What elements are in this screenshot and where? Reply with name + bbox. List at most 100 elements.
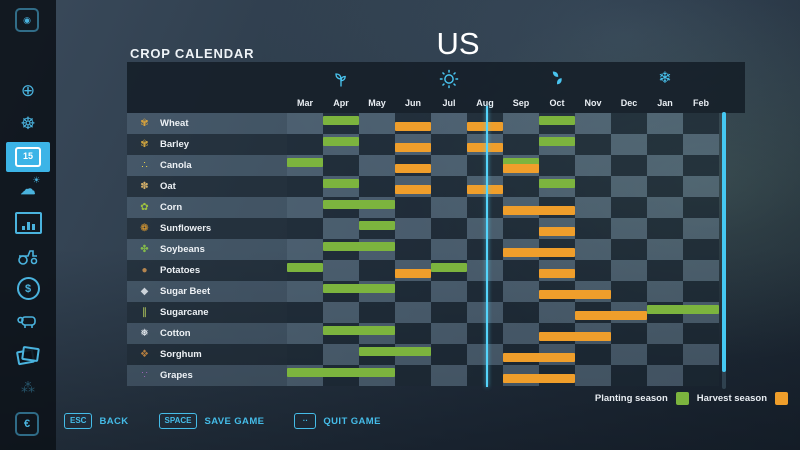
map-name: US: [436, 26, 480, 61]
crop-row: ❁ Sunflowers: [127, 218, 745, 239]
crop-months: [287, 365, 719, 386]
crop-name: Grapes: [160, 370, 193, 381]
calendar-cell: [683, 218, 719, 239]
harvest-bar: [467, 185, 503, 194]
calendar-cell: [611, 323, 647, 344]
calendar-cell: [359, 134, 395, 155]
crop-name-cell: ❖ Sorghum: [127, 344, 287, 365]
calendar-cell: [503, 323, 539, 344]
canola-icon: ∴: [141, 159, 148, 171]
crop-name-cell: ✾ Wheat: [127, 113, 287, 134]
crop-row: ✤ Soybeans: [127, 239, 745, 260]
weather-icon: ☀ ☁: [20, 175, 41, 198]
sidebar: ◉ ⊕ ☸ 15 ☀ ☁ $: [0, 0, 56, 450]
legend: Planting season Harvest season: [595, 392, 788, 405]
globe-icon: ⊕: [20, 80, 36, 100]
calendar-cell: [287, 134, 323, 155]
back-button[interactable]: ESC BACK: [64, 413, 129, 429]
sidebar-item-animals[interactable]: [0, 305, 56, 338]
crop-months: [287, 218, 719, 239]
quit-game-button[interactable]: ·· QUIT GAME: [294, 413, 380, 429]
plant-bar: [323, 116, 359, 125]
calendar-cell: [359, 113, 395, 134]
page-title: CROP CALENDAR: [130, 46, 255, 61]
plant-bar: [323, 179, 359, 188]
calendar-cell: [431, 134, 467, 155]
calendar-cell: [683, 176, 719, 197]
calendar-cell: [683, 281, 719, 302]
crop-name-cell: ❅ Cotton: [127, 323, 287, 344]
crop-table-body: ✾ Wheat ✾ Barley ∴ Canola ✽ Oat ✿ Corn ❁ Sunflowers…: [127, 113, 745, 386]
tractor-icon: [18, 249, 38, 265]
button-label: SAVE GAME: [204, 415, 265, 427]
calendar-cell: [575, 365, 611, 386]
harvest-bar: [503, 374, 575, 383]
calendar-cell: [575, 260, 611, 281]
calendar-cell: [683, 344, 719, 365]
sidebar-item-weather[interactable]: ☀ ☁: [0, 173, 56, 206]
calendar-cell: [359, 155, 395, 176]
sidebar-item-multiplayer[interactable]: ⁂: [0, 371, 56, 404]
calendar-cell: [611, 218, 647, 239]
harvest-bar: [503, 164, 539, 173]
calendar-cell: [683, 365, 719, 386]
plant-bar: [539, 179, 575, 188]
calendar-cell: [395, 197, 431, 218]
footer-buttons: ESC BACK SPACE SAVE GAME ·· QUIT GAME: [64, 413, 381, 429]
month-label: Aug: [476, 98, 494, 108]
crop-row: ❖ Sorghum: [127, 344, 745, 365]
soybean-icon: ✤: [140, 243, 149, 255]
sidebar-item-finances[interactable]: $: [0, 272, 56, 305]
calendar-cell: [287, 323, 323, 344]
sidebar-currency-tab[interactable]: €: [15, 412, 39, 436]
calendar-cell: [395, 218, 431, 239]
potato-icon: ●: [141, 264, 148, 276]
harvest-bar: [575, 311, 647, 320]
month-label: Oct: [549, 98, 565, 108]
save-game-button[interactable]: SPACE SAVE GAME: [158, 413, 265, 429]
crop-name: Sugarcane: [160, 307, 209, 318]
scrollbar-thumb[interactable]: [722, 112, 726, 373]
crop-name: Sugar Beet: [160, 286, 211, 297]
calendar-cell: [647, 155, 683, 176]
calendar-cell: [503, 218, 539, 239]
calendar-cell: [467, 365, 503, 386]
harvest-bar: [503, 353, 575, 362]
crop-row: ✾ Barley: [127, 134, 745, 155]
calendar-cell: [683, 239, 719, 260]
crop-months: [287, 197, 719, 218]
calendar-cell: [323, 218, 359, 239]
scrollbar[interactable]: [722, 112, 726, 389]
crop-name-cell: ✽ Oat: [127, 176, 287, 197]
month-label: Nov: [584, 98, 602, 108]
month-row: Mar Apr May Jun Jul Aug Sep Oct Nov Dec Jan Feb: [287, 95, 719, 112]
sidebar-top-tab[interactable]: ◉: [15, 8, 39, 32]
calendar-cell: [611, 260, 647, 281]
plant-bar: [539, 137, 575, 146]
calendar-cell: [467, 239, 503, 260]
crop-name-cell: ❁ Sunflowers: [127, 218, 287, 239]
calendar-cell: [359, 176, 395, 197]
crop-name-cell: ∴ Canola: [127, 155, 287, 176]
harvest-bar: [467, 143, 503, 152]
crop-months: [287, 239, 719, 260]
crop-row: ◆ Sugar Beet: [127, 281, 745, 302]
sidebar-item-statistics[interactable]: [0, 206, 56, 239]
winter-snowflake-icon: ❄: [658, 70, 672, 87]
planting-swatch: [675, 392, 689, 405]
crop-name: Potatoes: [160, 265, 201, 276]
stats-chart-icon: [14, 211, 42, 234]
crop-name-cell: ◆ Sugar Beet: [127, 281, 287, 302]
calendar-cell: [647, 344, 683, 365]
sidebar-item-maps-notes[interactable]: [0, 338, 56, 371]
sidebar-item-calendar[interactable]: 15: [0, 140, 56, 173]
calendar-cell: [431, 302, 467, 323]
plant-bar: [359, 347, 431, 356]
calendar-cell: [683, 197, 719, 218]
sidebar-item-map-overview[interactable]: ⊕: [0, 74, 56, 107]
sidebar-item-vehicles[interactable]: ☸: [0, 107, 56, 140]
sidebar-item-garage[interactable]: [0, 239, 56, 272]
calendar-cell: [683, 113, 719, 134]
oat-icon: ✽: [140, 180, 149, 192]
crop-months: [287, 281, 719, 302]
